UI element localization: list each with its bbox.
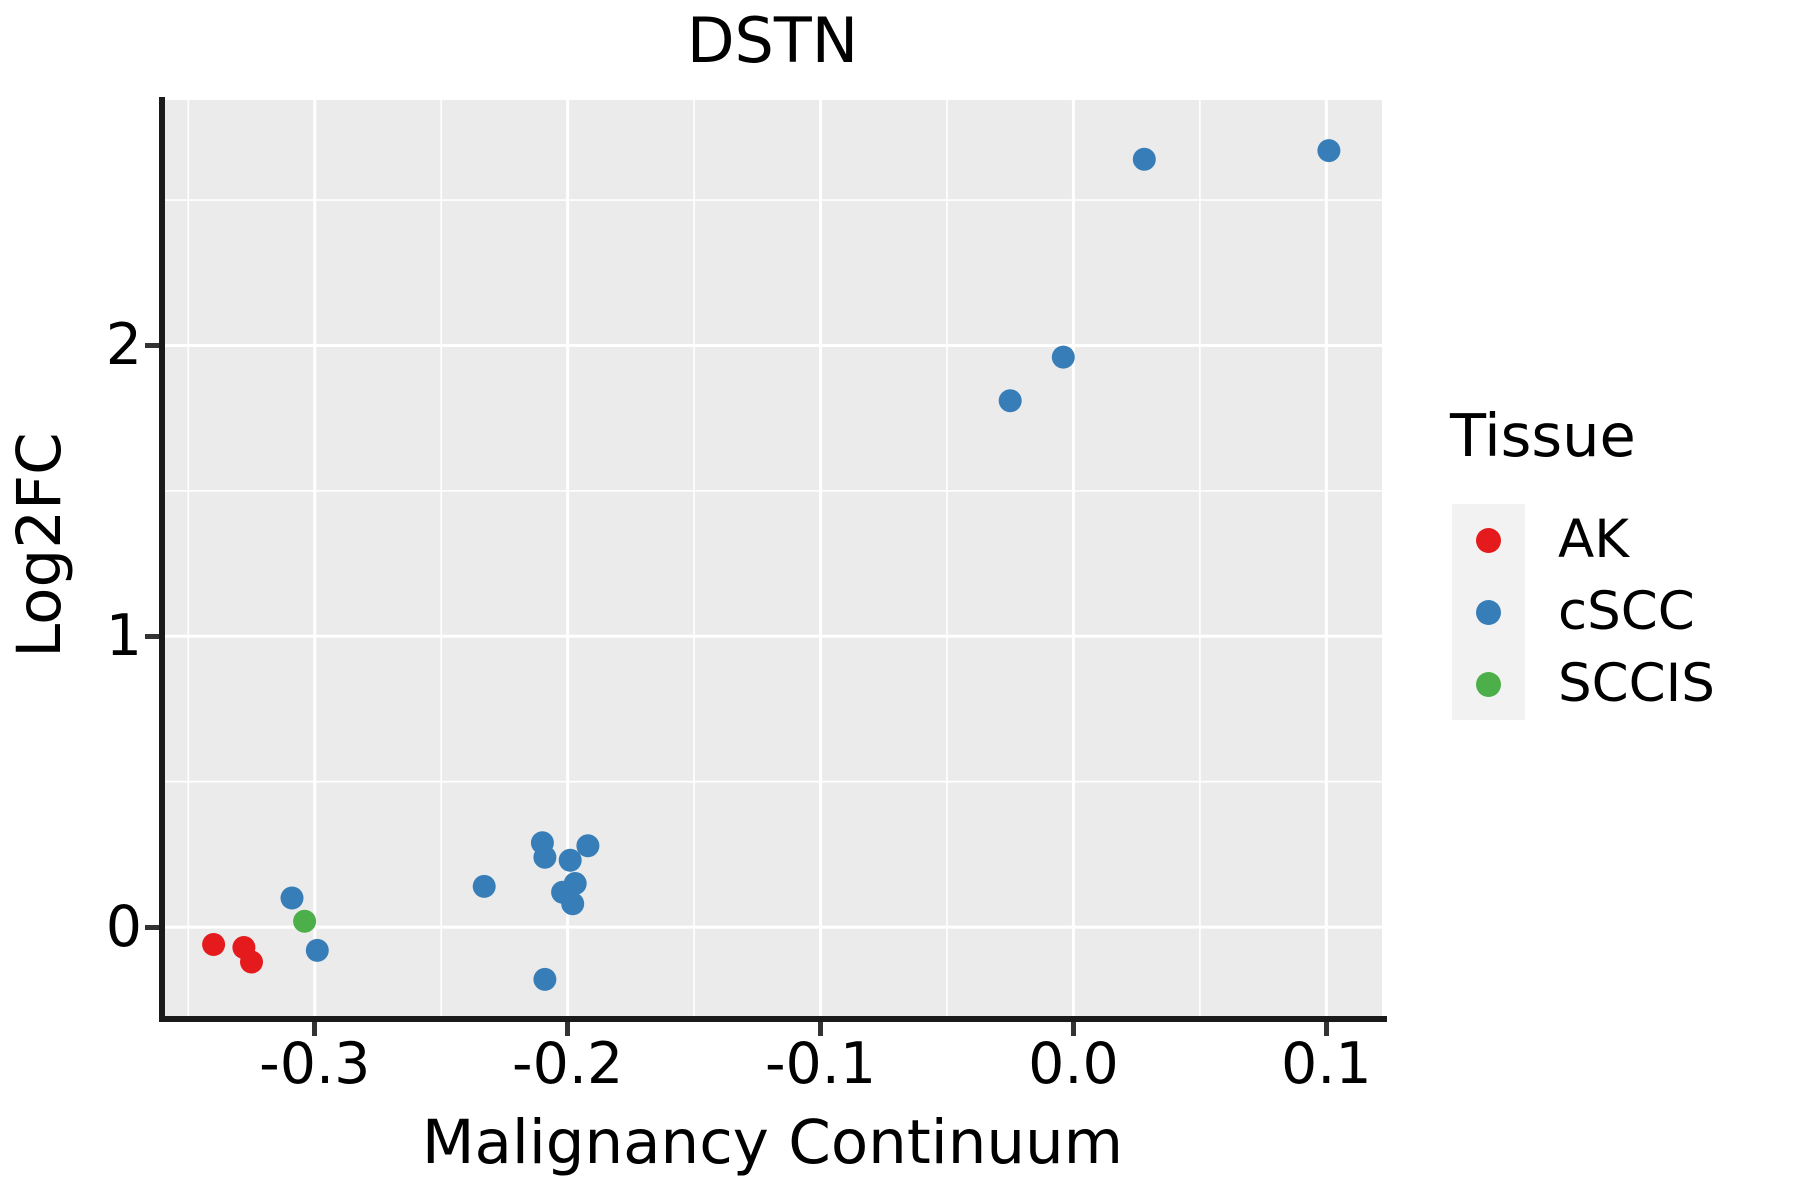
y-axis-line — [159, 97, 165, 1022]
data-point-cscc — [305, 938, 329, 962]
data-point-cscc — [533, 845, 557, 869]
y-tick-label: 1 — [105, 603, 142, 670]
legend-label-cscc: cSCC — [1558, 581, 1695, 642]
data-point-ak — [202, 933, 226, 956]
legend-item-cscc: cSCC — [1452, 576, 1782, 648]
x-axis-title: Malignancy Continuum — [421, 1107, 1124, 1178]
y-axis-title: Log2FC — [4, 432, 75, 658]
data-point-cscc — [280, 886, 304, 910]
x-tick-label: -0.2 — [512, 1031, 624, 1097]
x-tick-mark — [565, 1022, 571, 1036]
data-point-sccis — [293, 909, 317, 933]
legend-dot-cscc-icon — [1476, 600, 1501, 625]
chart-title: DSTN — [686, 4, 859, 77]
y-tick-mark — [145, 633, 159, 639]
y-tick-mark — [145, 342, 159, 348]
x-tick-label: 0.1 — [1281, 1031, 1372, 1097]
legend-dot-sccis-icon — [1476, 672, 1501, 697]
plot-canvas — [163, 100, 1382, 1019]
legend-label-sccis: SCCIS — [1558, 653, 1715, 714]
x-tick-mark — [312, 1022, 318, 1036]
data-point-ak — [240, 950, 263, 974]
data-point-cscc — [1051, 345, 1075, 369]
y-tick-mark — [145, 924, 159, 930]
data-point-cscc — [576, 834, 600, 858]
legend: Tissue AK cSCC SCCIS — [1450, 401, 1715, 720]
x-tick-mark — [1070, 1022, 1076, 1036]
x-tick-label: -0.3 — [259, 1031, 371, 1097]
legend-label-ak: AK — [1558, 509, 1630, 570]
x-tick-mark — [818, 1022, 824, 1036]
plot-panel — [163, 100, 1382, 1019]
x-tick-mark — [1323, 1022, 1329, 1036]
data-point-cscc — [998, 389, 1022, 413]
data-point-cscc — [561, 892, 585, 916]
data-point-cscc — [1132, 147, 1156, 171]
data-point-cscc — [472, 874, 496, 898]
legend-dot-ak-icon — [1476, 528, 1501, 553]
x-tick-label: 0.0 — [1028, 1031, 1119, 1097]
x-tick-label: -0.1 — [764, 1031, 877, 1097]
legend-item-ak: AK — [1452, 504, 1782, 576]
y-tick-label: 2 — [105, 312, 142, 379]
y-tick-label: 0 — [105, 894, 142, 961]
data-point-cscc — [558, 848, 582, 872]
legend-title: Tissue — [1450, 401, 1636, 470]
x-axis-line — [159, 1016, 1387, 1022]
legend-items: AK cSCC SCCIS — [1452, 504, 1782, 720]
data-point-cscc — [1317, 139, 1341, 163]
data-point-cscc — [533, 967, 557, 991]
legend-item-sccis: SCCIS — [1452, 648, 1782, 720]
